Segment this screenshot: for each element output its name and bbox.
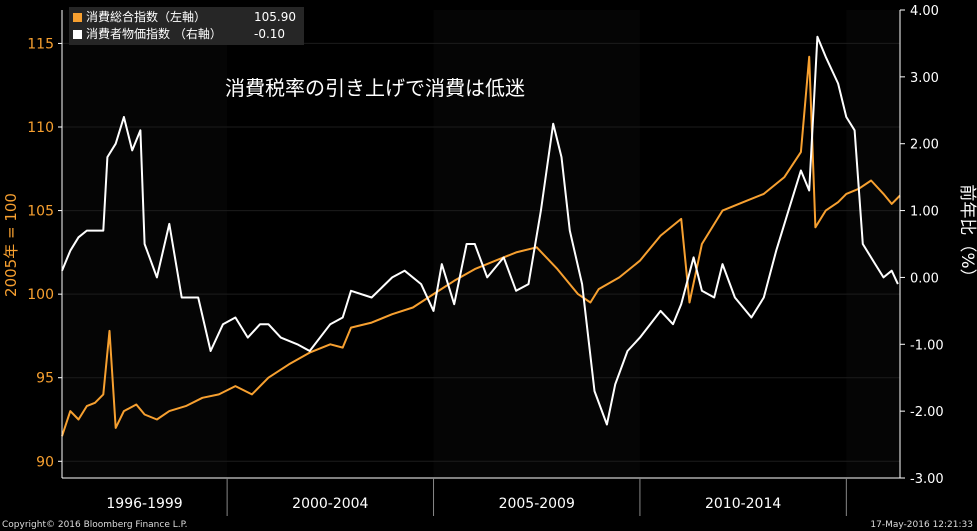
bottom-axis: 1996-1999 2000-2004 2005-2009 2010-2014 bbox=[62, 477, 900, 516]
legend-swatch-cpi bbox=[73, 30, 82, 39]
left-tick-label: 105 bbox=[27, 204, 54, 220]
timestamp-text: 17-May-2016 12:21:33 bbox=[870, 520, 973, 530]
series-layer bbox=[61, 35, 901, 437]
period-label: 2000-2004 bbox=[292, 496, 368, 512]
right-axis: 4.00 3.00 2.00 1.00 0.00 -1.00 -2.00 -3.00 bbox=[899, 4, 944, 487]
left-axis-label: 2005年 = 100 bbox=[2, 193, 20, 297]
legend-item-consumption: 消費総合指数（左軸） 105.90 bbox=[73, 9, 296, 26]
right-tick-label: -3.00 bbox=[910, 472, 944, 487]
series-cpi-line bbox=[61, 35, 899, 426]
right-tick-label: 2.00 bbox=[910, 138, 939, 153]
right-tick-label: 3.00 bbox=[910, 71, 939, 86]
legend-value-consumption: 105.90 bbox=[254, 10, 296, 24]
left-tick-label: 100 bbox=[27, 287, 54, 303]
right-tick-label: 0.00 bbox=[910, 271, 939, 286]
legend-value-cpi: -0.10 bbox=[254, 27, 286, 41]
left-axis: 90 95 100 105 110 115 bbox=[27, 10, 63, 478]
right-tick-label: -2.00 bbox=[910, 405, 944, 420]
period-background bbox=[62, 10, 900, 478]
legend: 消費総合指数（左軸） 105.90 消費者物価指数 （右軸） -0.10 bbox=[69, 7, 304, 45]
series-consumption-line bbox=[61, 55, 901, 437]
period-band bbox=[227, 10, 434, 478]
period-band bbox=[846, 10, 900, 478]
left-tick-label: 90 bbox=[36, 454, 54, 470]
legend-label-consumption: 消費総合指数（左軸） bbox=[86, 10, 207, 24]
left-tick-label: 110 bbox=[27, 120, 54, 136]
legend-swatch-consumption bbox=[73, 13, 82, 22]
period-label: 2005-2009 bbox=[499, 496, 575, 512]
right-tick-label: -1.00 bbox=[910, 338, 944, 353]
right-tick-label: 4.00 bbox=[910, 4, 939, 19]
right-axis-label: 前年比（%） bbox=[957, 184, 977, 285]
copyright-text: Copyright© 2016 Bloomberg Finance L.P. bbox=[2, 520, 188, 530]
period-label: 1996-1999 bbox=[106, 496, 182, 512]
period-label: 2010-2014 bbox=[705, 496, 781, 512]
left-tick-label: 95 bbox=[36, 371, 54, 387]
period-band bbox=[639, 10, 847, 478]
left-tick-label: 115 bbox=[27, 36, 54, 52]
chart-title: 消費税率の引き上げで消費は低迷 bbox=[225, 76, 525, 100]
legend-label-cpi: 消費者物価指数 （右軸） bbox=[86, 27, 222, 41]
right-tick-label: 1.00 bbox=[910, 205, 939, 220]
legend-item-cpi: 消費者物価指数 （右軸） -0.10 bbox=[73, 26, 296, 43]
